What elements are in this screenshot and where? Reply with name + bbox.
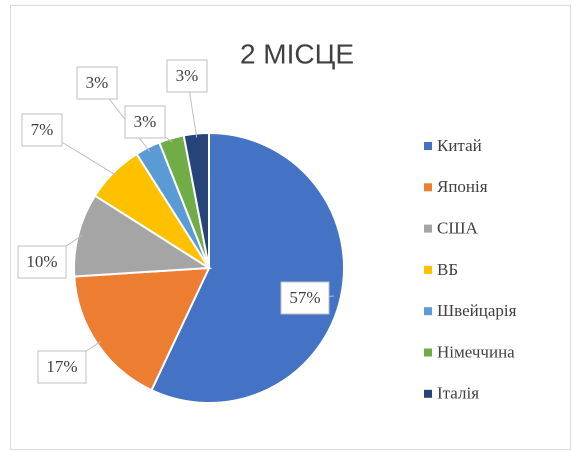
data-label: 17%: [46, 357, 77, 376]
label-box: [17, 245, 67, 279]
legend-swatch: [424, 265, 432, 274]
label-box: [124, 105, 166, 139]
label-box: [37, 350, 87, 384]
legend-swatch: [424, 389, 432, 398]
legend-label: Німеччина: [437, 342, 515, 361]
legend-swatch: [424, 183, 432, 192]
data-label: 3%: [134, 112, 157, 131]
data-label: 57%: [289, 288, 320, 307]
label-box: [280, 281, 330, 315]
legend-swatch: [424, 142, 432, 150]
pie-slice: [150, 131, 345, 404]
chart-title: 2 МІСЦЕ: [240, 38, 354, 69]
legend-label: США: [437, 219, 478, 238]
label-box: [166, 59, 208, 93]
label-box: [76, 66, 118, 100]
legend-label: ВБ: [437, 260, 458, 279]
pie-slice: [73, 194, 213, 278]
label-box: [21, 113, 63, 147]
data-label: 3%: [176, 66, 199, 85]
legend-swatch: [424, 348, 432, 357]
data-label: 3%: [86, 73, 109, 92]
legend-swatch: [424, 307, 432, 316]
legend-label: Швейцарія: [437, 301, 517, 320]
legend-label: Японія: [437, 177, 488, 196]
legend-label: Китай: [437, 136, 482, 155]
legend-label: Італія: [437, 384, 479, 403]
data-label: 10%: [26, 252, 57, 271]
data-label: 7%: [31, 120, 54, 139]
legend-swatch: [424, 224, 432, 233]
